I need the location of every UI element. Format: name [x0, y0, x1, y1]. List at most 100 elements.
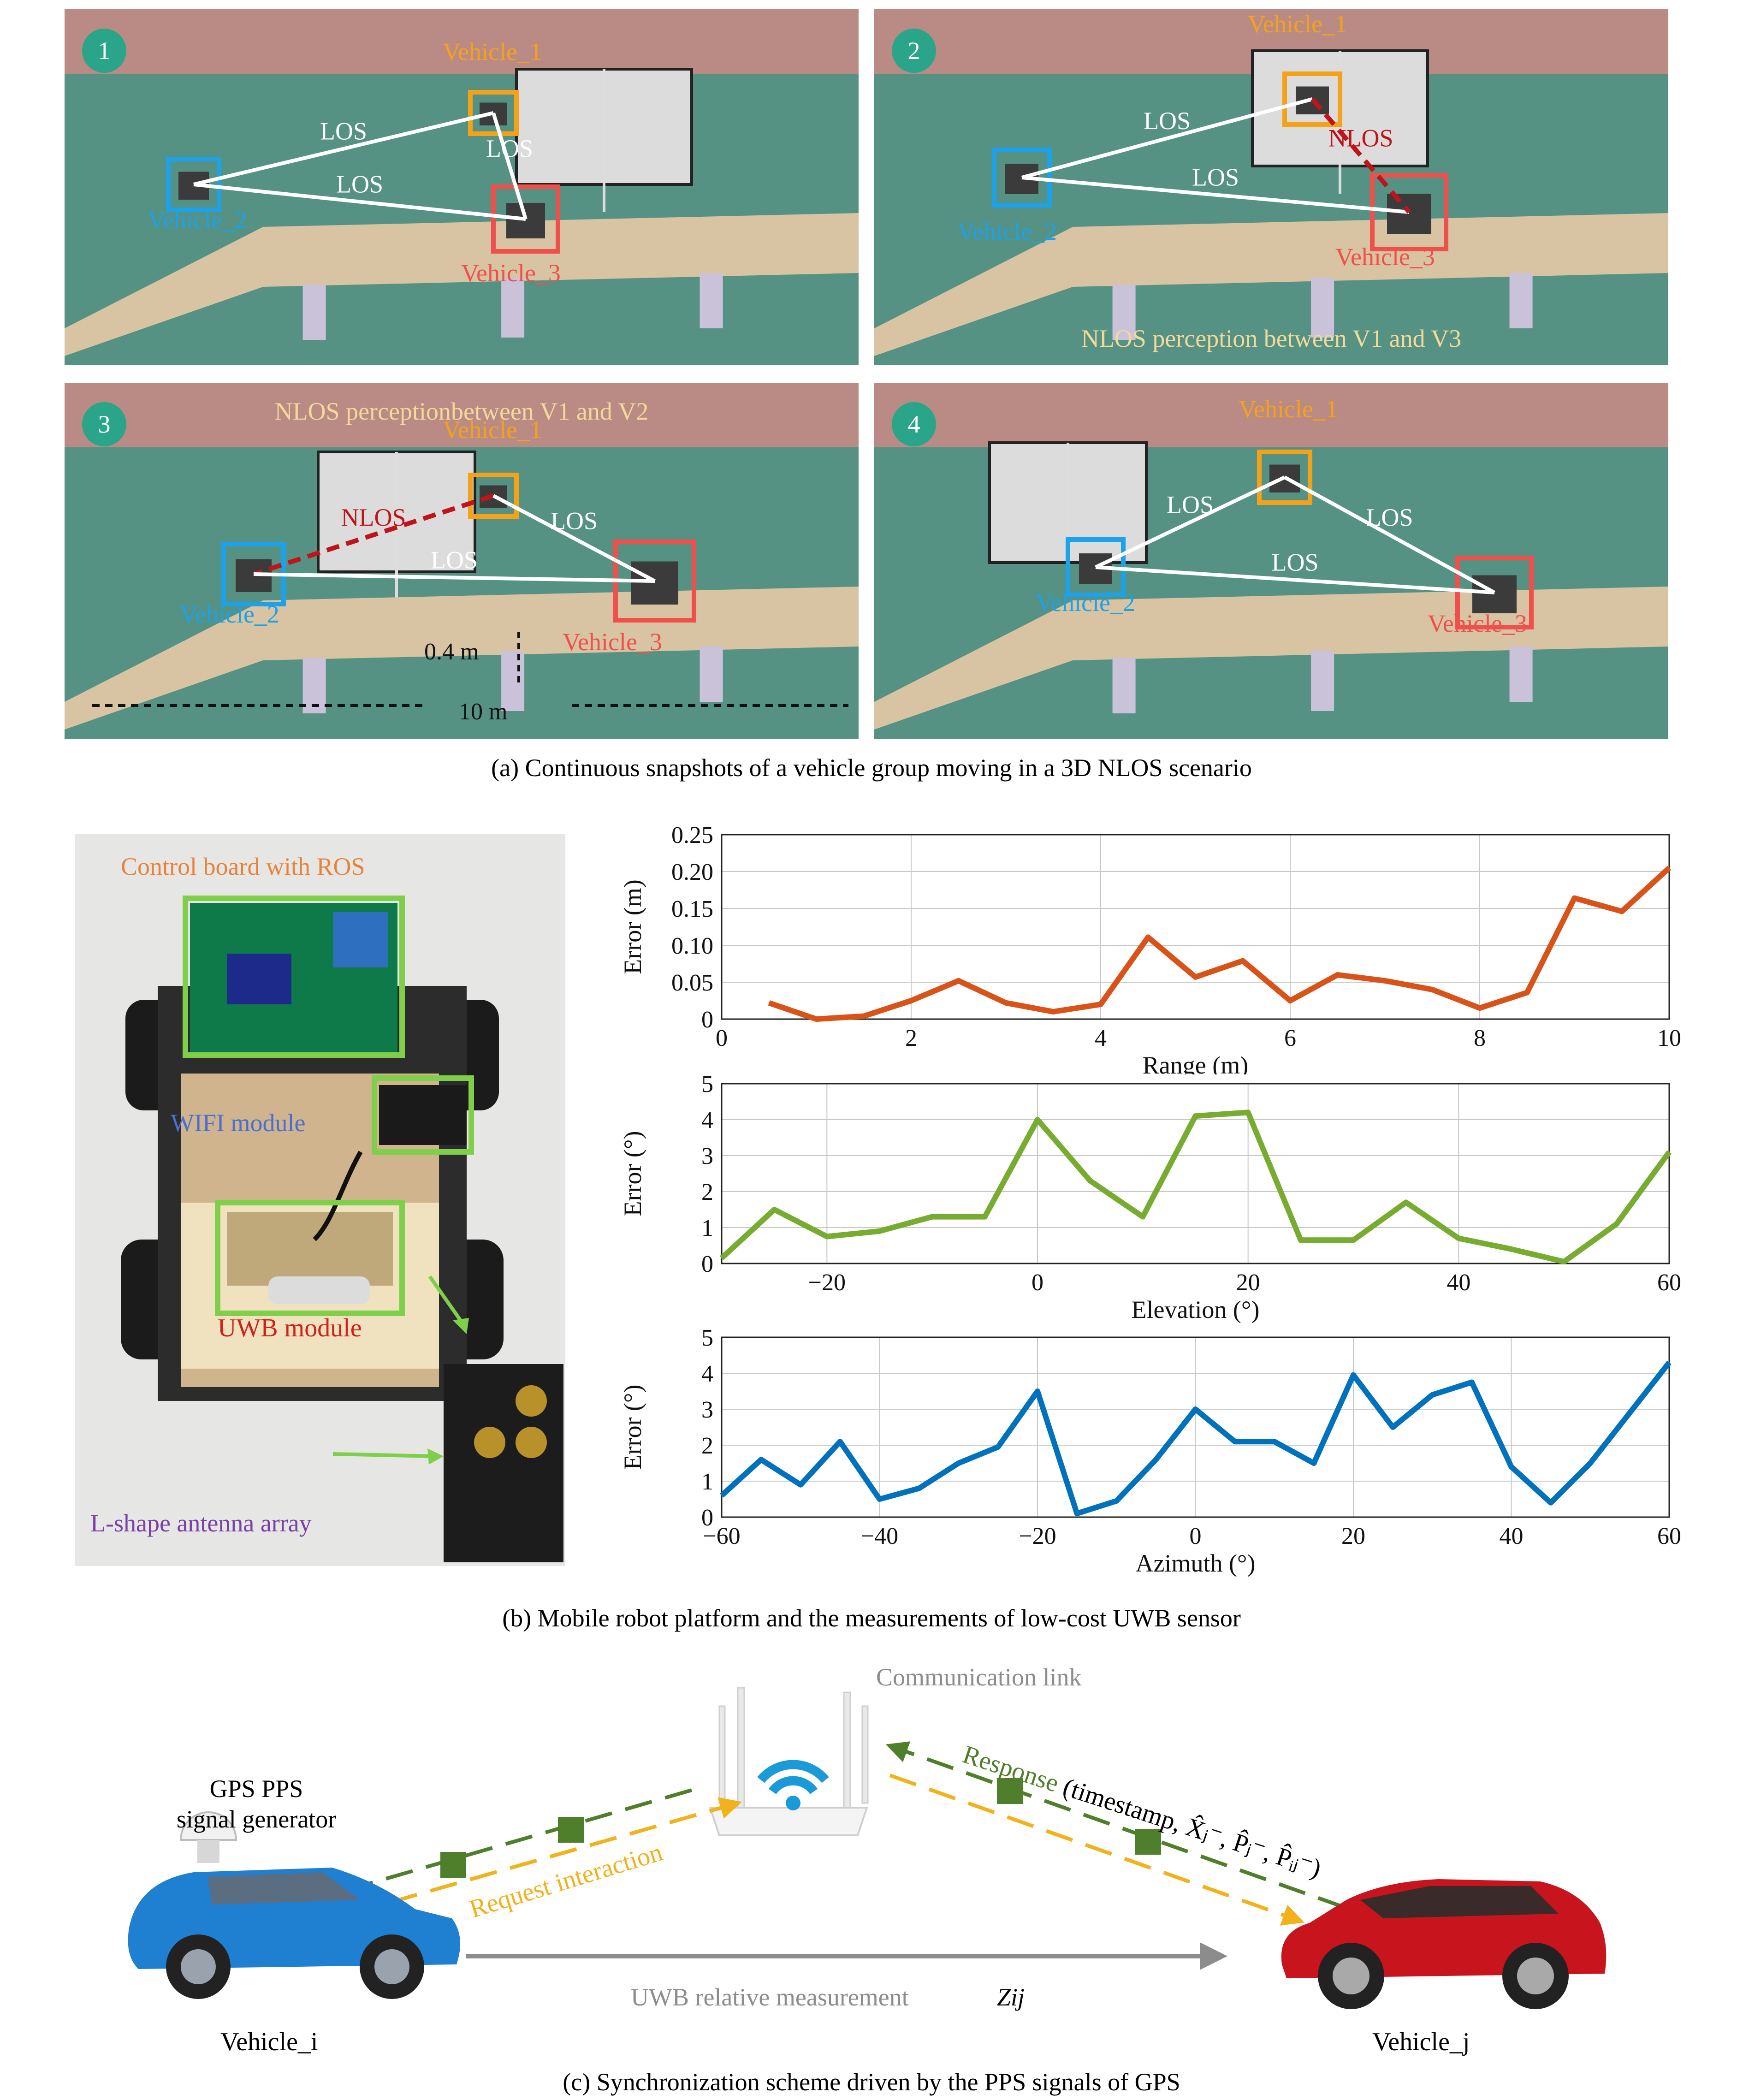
y-tick-label: 3 [701, 1143, 713, 1169]
data-point [1550, 1502, 1552, 1503]
x-axis-label: Elevation (°) [1132, 1296, 1260, 1323]
robot-photo [75, 834, 565, 1566]
data-point [1669, 1362, 1670, 1363]
vehicle-3-label: Vehicle_3 [461, 259, 561, 287]
data-point [1195, 1409, 1196, 1410]
link-label-2: LOS [431, 546, 478, 574]
y-axis-label: Error (°) [619, 1385, 646, 1470]
link-label-1: LOS [1167, 491, 1214, 519]
chart-range: 0 0.05 0.10 0.15 0.20 0.25 0 2 4 6 8 10 Range (m) Err… [599, 816, 1725, 1079]
y-tick-label: 5 [701, 1071, 713, 1097]
link-2-los [1095, 565, 1495, 594]
vehicle-2-label: Vehicle_2 [180, 600, 279, 628]
data-point [839, 1441, 841, 1442]
link-label-1: LOS [1144, 107, 1191, 135]
ground-strip [874, 383, 1668, 447]
vehicle-1-label: Vehicle_1 [443, 416, 542, 444]
snapshot-number: 1 [98, 37, 111, 65]
y-tick-label: 0.20 [671, 859, 713, 885]
link-label-1: NLOS [341, 504, 406, 531]
data-point [1471, 1382, 1472, 1383]
y-tick-label: 3 [701, 1397, 713, 1423]
vehicle-1-label: Vehicle_1 [1239, 395, 1338, 423]
data-point [1405, 1202, 1407, 1203]
plot-frame [721, 834, 1670, 1020]
vehicle-3-robot [631, 561, 678, 605]
data-point [1432, 1394, 1433, 1395]
link-1-los [1021, 97, 1313, 179]
link-label-3: LOS [551, 507, 598, 535]
x-tick-label: 0 [716, 1025, 728, 1051]
data-point [1195, 976, 1196, 978]
snapshot-number: 4 [908, 410, 920, 438]
vehicle-1-box [1257, 450, 1312, 505]
x-tick-label: 60 [1657, 1523, 1681, 1549]
data-point [816, 1019, 817, 1020]
y-tick-label: 0.10 [671, 933, 713, 959]
link-2-los [1021, 176, 1410, 214]
car-blue-icon [128, 1868, 460, 1999]
vehicle-3-box [491, 184, 560, 254]
uwb-measurement-label: UWB relative measurement [631, 1983, 909, 2011]
plot-frame [721, 1336, 1670, 1518]
snapshot-1: LOS LOS LOS Vehicle_1 Vehicle_2 Vehicle_3 1 [65, 9, 859, 365]
series-line [768, 866, 1672, 1022]
data-point [826, 1236, 828, 1237]
data-point [931, 1216, 933, 1217]
ground-strip [65, 9, 859, 74]
vehicle-j-label: Vehicle_j [1372, 2028, 1470, 2056]
snapshot-2: LOS LOS NLOS Vehicle_1 Vehicle_2 Vehicle_3 2 NL… [874, 9, 1668, 365]
y-tick-label: 0.25 [671, 822, 713, 848]
link-1-los [1095, 475, 1286, 569]
x-tick-label: 20 [1236, 1269, 1260, 1296]
x-tick-label: −20 [808, 1269, 846, 1296]
data-point [958, 980, 959, 981]
data-point [1629, 1412, 1630, 1413]
snapshot-note: NLOS perception between V1 and V3 [1081, 325, 1461, 352]
sync-diagram [0, 1642, 1743, 2057]
label-antenna-array: L-shape antenna array [90, 1509, 312, 1537]
link-label-3: LOS [1366, 504, 1413, 531]
vehicle-1-box [468, 90, 519, 136]
comm-link-label: Communication link [876, 1663, 1082, 1691]
height-label: 0.4 m [424, 639, 479, 665]
snapshot-number: 2 [908, 37, 920, 65]
x-tick-label: 40 [1447, 1269, 1470, 1296]
snapshot-number: 3 [98, 410, 111, 438]
vehicle-1-box [1282, 71, 1342, 127]
x-tick-label: 20 [1341, 1523, 1365, 1549]
caption-b: (b) Mobile robot platform and the measur… [502, 1604, 1241, 1632]
snapshot-note: NLOS perceptionbetween V1 and V2 [275, 397, 649, 425]
ramp [874, 587, 1668, 730]
y-tick-label: 0.15 [671, 896, 713, 922]
data-point [1037, 1119, 1038, 1120]
data-point [958, 1463, 959, 1464]
plot-frame [721, 1083, 1670, 1264]
data-point [721, 1495, 722, 1496]
data-point [1563, 1261, 1565, 1263]
label-control-board: Control board with ROS [121, 853, 365, 880]
vehicle-2-label: Vehicle_2 [148, 206, 247, 234]
ramp [65, 213, 859, 356]
x-tick-label: 4 [1095, 1025, 1107, 1051]
y-axis-label: Error (m) [619, 879, 646, 974]
data-point [1616, 1223, 1617, 1225]
data-point [760, 1459, 762, 1460]
link-2-los [253, 572, 655, 583]
label-wifi-module: WIFI module [171, 1109, 306, 1137]
vehicle-3-box [1370, 173, 1448, 251]
x-tick-label: 8 [1474, 1025, 1486, 1051]
snapshot-badge [892, 29, 936, 73]
vehicle-2-box [992, 148, 1052, 208]
data-point [984, 1216, 985, 1217]
vehicle-3-label: Vehicle_3 [1428, 610, 1527, 637]
data-point [863, 1015, 865, 1017]
link-1-nlos [253, 493, 494, 576]
snapshot-badge [82, 29, 126, 73]
link-label-2: LOS [336, 171, 383, 198]
data-point [1100, 1004, 1101, 1005]
y-tick-label: 4 [701, 1107, 713, 1133]
data-point [879, 1499, 880, 1500]
car-red-icon [1281, 1879, 1607, 2009]
data-point [1195, 1115, 1196, 1117]
